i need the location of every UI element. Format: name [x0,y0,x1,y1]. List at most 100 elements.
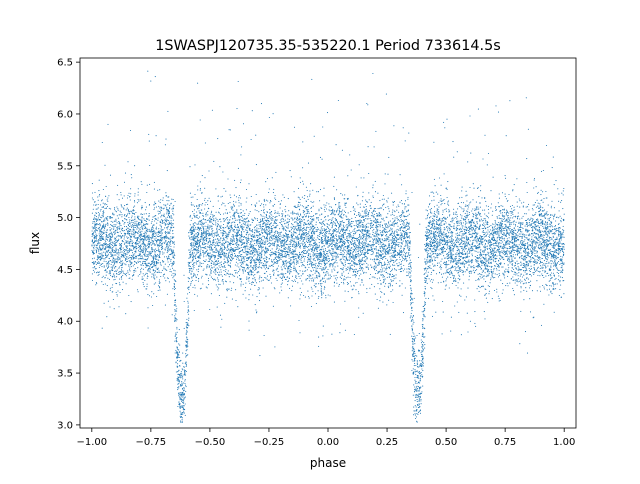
data-point [167,249,169,251]
data-point [187,322,189,324]
data-point [124,226,126,228]
data-point [360,238,362,240]
data-point [153,243,155,245]
data-point [238,275,241,277]
data-point [153,207,156,209]
data-point [440,234,442,236]
data-point [262,235,264,237]
data-point [388,224,390,226]
data-point [392,280,394,282]
data-point [476,242,478,244]
data-point [501,257,503,259]
data-point [258,300,261,302]
data-point [175,349,177,351]
data-point [486,274,488,276]
data-point [203,253,205,255]
data-point [547,218,549,220]
data-point [406,268,408,270]
data-point [215,270,217,272]
data-point [256,202,258,204]
data-point [96,235,98,237]
data-point [426,228,428,230]
data-point [522,256,524,258]
data-point [120,246,122,248]
data-point [541,267,543,269]
data-point [364,244,366,246]
data-point [147,228,149,230]
data-point [226,216,229,219]
data-point [510,223,512,225]
data-point [152,216,154,218]
data-point [289,252,291,254]
data-point [414,417,417,420]
data-point [240,220,242,222]
data-point [341,194,344,196]
data-point [476,233,478,236]
data-point [323,288,325,290]
data-point [371,212,373,214]
data-point [374,180,376,182]
data-point [108,273,110,275]
data-point [352,248,354,250]
data-point [262,239,264,241]
data-point [237,263,239,265]
data-point [346,254,348,256]
data-point [186,318,188,320]
data-point [448,232,450,234]
data-point [319,200,321,202]
data-point [196,250,198,252]
data-point [372,187,374,189]
data-point [479,202,481,204]
data-point [194,234,196,236]
data-point [133,271,135,273]
data-point [211,235,213,237]
data-point [95,233,97,235]
data-point [534,204,536,206]
data-point [306,210,308,212]
data-point [312,277,314,279]
data-point [554,240,556,242]
data-point [414,388,416,390]
data-point [495,244,497,247]
data-point [291,262,293,264]
data-point [550,265,552,267]
data-point [94,266,96,268]
data-point [159,210,161,213]
data-point [447,200,450,202]
data-point [474,250,476,252]
data-point [114,233,116,235]
data-point [504,237,506,239]
data-point [132,219,134,221]
data-point [350,285,352,287]
data-point [420,400,422,402]
data-point [332,266,334,268]
data-point [560,219,562,222]
data-point [478,264,480,266]
data-point [480,215,482,218]
data-point [537,237,540,239]
data-point [347,226,349,228]
data-point [521,247,523,249]
data-point [134,195,136,197]
data-point [187,326,189,329]
data-point [384,183,386,185]
data-point [165,280,167,282]
data-point [321,263,323,265]
data-point [142,247,144,249]
data-point [232,239,234,242]
data-point [455,239,457,241]
data-point [434,211,436,213]
data-point [506,270,508,272]
data-point [403,233,406,235]
data-point [240,281,242,283]
data-point [549,223,551,225]
data-point [353,257,356,259]
data-point [480,185,482,187]
data-point [471,243,473,245]
data-point [430,233,432,235]
data-point [205,221,207,223]
data-point [267,226,269,228]
data-point [509,246,511,248]
data-point [370,264,372,266]
data-point [400,214,402,216]
